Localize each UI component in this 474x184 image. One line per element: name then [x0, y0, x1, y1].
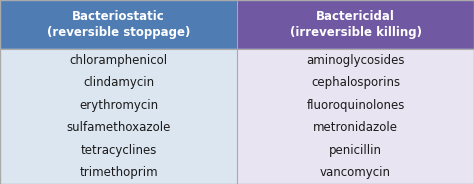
Text: clindamycin: clindamycin — [83, 76, 154, 89]
Text: tetracyclines: tetracyclines — [80, 144, 157, 157]
Text: fluoroquinolones: fluoroquinolones — [306, 99, 405, 112]
Text: penicillin: penicillin — [329, 144, 382, 157]
Text: trimethoprim: trimethoprim — [79, 166, 158, 179]
Text: Bacteriostatic
(reversible stoppage): Bacteriostatic (reversible stoppage) — [47, 10, 190, 39]
Text: sulfamethoxazole: sulfamethoxazole — [66, 121, 171, 134]
Text: erythromycin: erythromycin — [79, 99, 158, 112]
Text: cephalosporins: cephalosporins — [311, 76, 400, 89]
Text: vancomycin: vancomycin — [320, 166, 391, 179]
Bar — [0, 0, 237, 49]
Text: chloramphenicol: chloramphenicol — [69, 54, 168, 67]
Text: aminoglycosides: aminoglycosides — [306, 54, 405, 67]
Bar — [0, 49, 237, 184]
Text: metronidazole: metronidazole — [313, 121, 398, 134]
Text: Bactericidal
(irreversible killing): Bactericidal (irreversible killing) — [290, 10, 421, 39]
Bar — [237, 49, 474, 184]
Bar — [237, 0, 474, 49]
